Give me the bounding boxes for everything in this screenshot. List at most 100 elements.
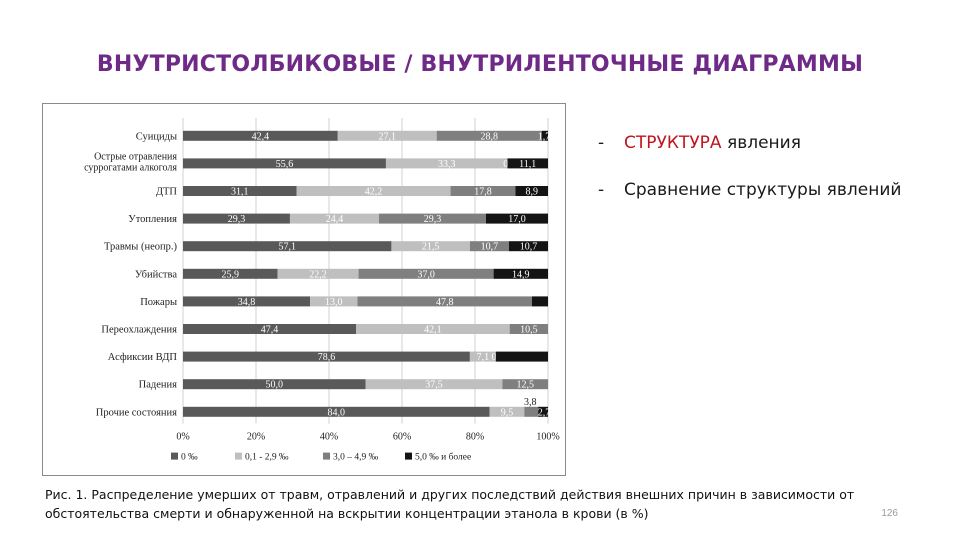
bar-segment [183,351,470,362]
bar-segment [508,241,548,252]
x-tick-label: 0% [176,432,189,443]
data-label: 13,0 [325,297,343,308]
data-label: 10,5 [520,325,538,336]
bar-segment [296,186,451,196]
data-label: 17,0 [508,214,525,225]
data-label: 7,1 [477,352,490,363]
bar-segment [289,213,380,224]
bullet-list: - СТРУКТУРА явления - Сравнение структур… [598,132,938,226]
bar-segment [365,379,503,390]
category-label: Острые отравления [94,151,177,162]
data-label: 14,9 [512,269,530,280]
bar-segment [183,324,357,334]
bar-segment [531,296,548,307]
data-label: 3,8 [524,397,537,408]
bar-segment [183,296,311,307]
data-label: 11,1 [519,159,536,170]
slide-title: ВНУТРИСТОЛБИКОВЫЕ / ВНУТРИЛЕНТОЧНЫЕ ДИАГ… [96,52,864,77]
bar-segment [391,241,470,252]
bar-segment [337,130,437,141]
chart-frame: 0% 20% 40% 60% 80% 100% Суициды 42,4 27,1 28,8 1,7… [42,103,566,476]
category-label: ДТП [156,187,178,198]
bar-segment [385,158,508,169]
legend-swatch [405,452,412,460]
legend-label: 0 ‰ [181,453,198,463]
data-label: 17,8 [474,187,492,198]
bar-segment [356,324,510,334]
bullet-text: явления [721,133,801,153]
data-label: 10,7 [481,242,499,253]
category-label: Убийства [135,269,177,280]
bar-segment [541,130,548,141]
bar-segment [436,130,542,141]
data-label: 10,7 [520,242,538,253]
data-label: 22,2 [309,269,327,280]
legend-swatch [235,452,242,460]
bar-segment [183,158,386,169]
bar-segment [183,406,490,417]
category-label: Асфиксии ВДП [108,352,178,363]
bar-segment [358,268,494,279]
data-label: 27,1 [378,131,396,142]
bar-segment [183,130,338,141]
bar-segment [310,296,358,307]
data-label: 33,3 [438,159,456,170]
bar-segment [507,158,548,169]
data-label: 2,7 [538,407,551,418]
data-label: 29,3 [228,214,246,225]
x-tick-label: 20% [247,432,265,443]
data-label: 47,4 [261,325,279,336]
bar-segment [183,241,392,252]
bar-segment [495,351,548,362]
x-tick-label: 80% [466,432,484,443]
data-label: 57,1 [278,242,296,253]
bar-segment [502,379,548,390]
category-label: Суициды [136,131,177,142]
category-label: суррогатами алкоголя [84,162,177,173]
data-label: 9,5 [501,407,514,418]
bar-segment [469,351,496,362]
legend-label: 3,0 – 4,9 ‰ [333,453,379,463]
data-label: 37,0 [417,269,435,280]
bar-segment [183,186,297,196]
data-label: 42,1 [424,325,442,336]
bullet-comparison: - Сравнение структуры явлений [598,179,938,202]
category-label: Травмы (неопр.) [104,242,178,253]
data-label: 37,5 [425,380,443,391]
bullet-dash: - [598,133,605,153]
x-tick-label: 40% [320,432,338,443]
bar-segment [538,406,548,417]
bar-segment [183,379,366,390]
category-label: Падения [139,380,177,391]
bar-segment [493,268,548,279]
x-tick-label: 60% [393,432,411,443]
bullet-accent-text: СТРУКТУРА [624,133,722,153]
data-label: 42,2 [365,187,383,198]
bar-segment [489,406,525,417]
legend-swatch [323,452,330,460]
bar-segment [357,296,532,307]
bullet-dash: - [598,179,605,200]
stacked-bar-chart: 0% 20% 40% 60% 80% 100% Суициды 42,4 27,1 28,8 1,7… [84,118,560,463]
data-label: 55,6 [276,159,294,170]
x-tick-label: 100% [536,432,559,443]
bullet-structure: - СТРУКТУРА явления [598,132,938,155]
page-number: 126 [881,508,898,519]
bar-segment [183,213,290,224]
bullet-text: Сравнение структуры явлений [624,179,902,200]
bar-segment [183,268,278,279]
data-label: 47,8 [436,297,454,308]
data-label: 84,0 [328,407,346,418]
data-label: 42,4 [252,131,270,142]
bar-segment [515,186,548,196]
data-label: 24,4 [326,214,344,225]
category-label: Переохлаждения [101,325,177,336]
category-label: Утопления [128,214,177,225]
data-label: 34,8 [238,297,256,308]
bar-segment [277,268,359,279]
data-label: 50,0 [266,380,284,391]
figure-caption: Рис. 1. Распределение умерших от травм, … [45,487,855,522]
legend-swatch [171,452,178,460]
data-label: 12,5 [516,380,534,391]
legend-label: 0,1 - 2,9 ‰ [245,453,289,463]
